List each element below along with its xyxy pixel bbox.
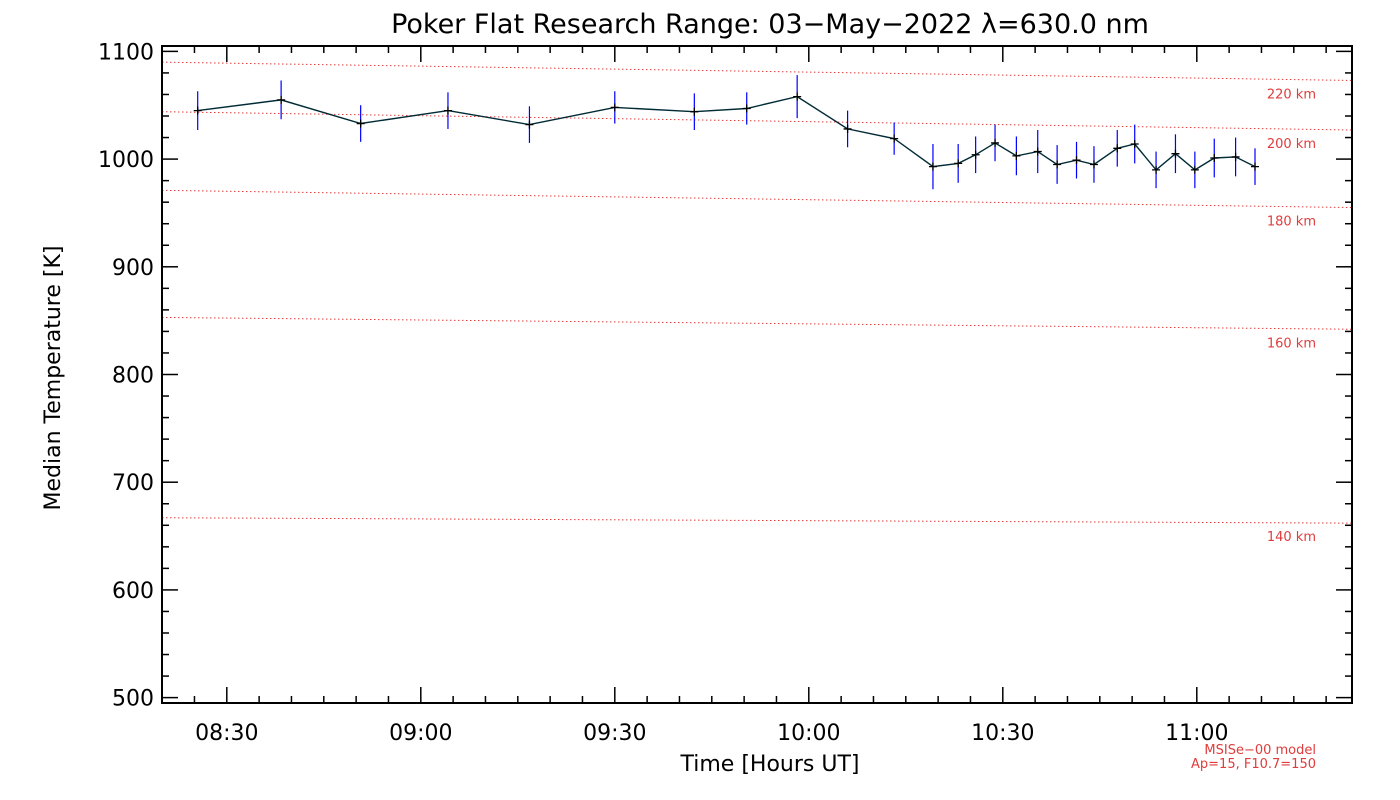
data-point xyxy=(443,106,452,115)
data-point xyxy=(843,124,852,133)
data-point xyxy=(525,120,534,129)
data-point xyxy=(1251,162,1259,171)
data-point xyxy=(1033,147,1042,156)
altitude-reference-lines: 140 km 160 km 180 km 200 km 220 km xyxy=(161,61,1353,545)
reference-line xyxy=(161,517,1353,524)
data-point xyxy=(1190,165,1199,174)
model-note-line1: MSISe−00 model xyxy=(1204,743,1316,758)
reference-line xyxy=(161,111,1353,131)
y-tick-label: 1000 xyxy=(98,148,154,173)
data-point xyxy=(1231,152,1240,161)
x-tick-label: 09:30 xyxy=(583,721,646,746)
data-point xyxy=(356,119,365,128)
reference-line xyxy=(161,316,1353,330)
data-point xyxy=(1089,160,1098,169)
y-tick-label: 1100 xyxy=(98,40,154,65)
chart-title: Poker Flat Research Range: 03−May−2022 λ… xyxy=(391,9,1149,40)
data-point xyxy=(690,107,699,116)
x-axis-label: Time [Hours UT] xyxy=(680,752,860,777)
model-note-line2: Ap=15, F10.7=150 xyxy=(1191,757,1316,772)
reference-line-label: 220 km xyxy=(1267,87,1316,102)
data-point xyxy=(890,134,899,143)
reference-line-label: 180 km xyxy=(1267,215,1316,230)
data-point xyxy=(610,103,619,112)
reference-line-label: 160 km xyxy=(1267,336,1316,351)
x-tick-label: 10:00 xyxy=(777,721,840,746)
data-point xyxy=(1130,140,1139,149)
reference-line-label: 140 km xyxy=(1267,530,1316,545)
data-point xyxy=(1072,156,1081,165)
data-point xyxy=(971,150,980,159)
data-point xyxy=(1113,144,1122,153)
data-point xyxy=(1152,165,1161,174)
data-point xyxy=(928,162,937,171)
data-point xyxy=(1012,151,1021,160)
y-tick-label: 600 xyxy=(112,579,154,604)
x-tick-label: 11:00 xyxy=(1165,721,1228,746)
data-point xyxy=(742,104,751,113)
reference-line xyxy=(161,189,1353,209)
plot-frame xyxy=(161,45,1353,704)
y-tick-label: 700 xyxy=(112,471,154,496)
y-axis-label: Median Temperature [K] xyxy=(41,246,66,511)
data-point xyxy=(277,95,286,104)
data-point xyxy=(1210,154,1219,163)
x-tick-label: 10:30 xyxy=(971,721,1034,746)
data-point xyxy=(1053,160,1062,169)
x-tick-label: 09:00 xyxy=(389,721,452,746)
data-point xyxy=(193,106,202,115)
series-line xyxy=(197,95,1256,171)
axes: 500 600 700 800 900 1000 1100 08:30 09:00 09:30 10… xyxy=(98,40,1353,746)
data-point xyxy=(954,159,963,168)
data-point xyxy=(991,138,1000,147)
y-tick-label: 500 xyxy=(112,687,154,712)
reference-line xyxy=(161,61,1353,81)
y-tick-label: 900 xyxy=(112,256,154,281)
data-point xyxy=(793,92,802,101)
data-point xyxy=(1171,149,1180,158)
reference-line-label: 200 km xyxy=(1267,137,1316,152)
y-tick-label: 800 xyxy=(112,364,154,389)
data-series xyxy=(193,75,1259,190)
x-tick-label: 08:30 xyxy=(195,721,258,746)
